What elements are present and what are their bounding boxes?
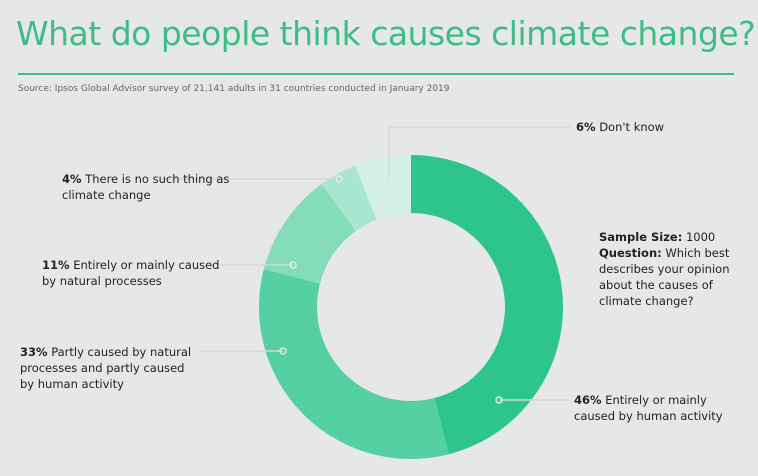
slice-natural xyxy=(263,184,356,284)
label-natural: 11% Entirely or mainly caused by natural… xyxy=(42,257,222,289)
sample-label: Sample Size: xyxy=(599,230,683,244)
question-label: Question: xyxy=(599,246,662,260)
leader-dot-natural xyxy=(289,261,297,269)
leader-dot-human xyxy=(495,396,503,404)
label-partly: 33% Partly caused by natural processes a… xyxy=(20,344,200,392)
label-text: There is no such thing as climate change xyxy=(62,172,230,202)
label-text: Partly caused by natural processes and p… xyxy=(20,345,192,391)
leader-dot-dont-know xyxy=(385,176,393,184)
label-pct: 6% xyxy=(576,120,596,134)
question-text: Which best describes your opinion about … xyxy=(599,246,730,308)
slice-no-such-thing xyxy=(321,165,377,231)
label-human: 46% Entirely or mainly caused by human a… xyxy=(574,392,734,424)
label-pct: 46% xyxy=(574,393,602,407)
slice-human xyxy=(411,155,564,455)
label-text: Entirely or mainly caused by natural pro… xyxy=(42,258,220,288)
label-dont-know: 6% Don't know xyxy=(576,119,736,135)
leader-line-dont-know xyxy=(388,126,570,180)
label-no-such-thing: 4% There is no such thing as climate cha… xyxy=(62,171,242,203)
label-pct: 4% xyxy=(62,172,82,186)
sample-value: 1000 xyxy=(685,230,716,244)
title-divider xyxy=(18,73,734,75)
slice-dont-know xyxy=(355,155,411,220)
label-pct: 33% xyxy=(20,345,48,359)
label-text: Don't know xyxy=(599,120,665,134)
page-title: What do people think causes climate chan… xyxy=(16,14,756,53)
source-note: Source: Ipsos Global Advisor survey of 2… xyxy=(18,84,450,94)
leader-dot-partly xyxy=(279,347,287,355)
leader-dot-no-such-thing xyxy=(335,175,343,183)
slice-partly xyxy=(258,269,449,459)
label-text: Entirely or mainly caused by human activ… xyxy=(574,393,723,423)
sample-note: Sample Size: 1000 Question: Which best d… xyxy=(599,229,739,309)
label-pct: 11% xyxy=(42,258,70,272)
